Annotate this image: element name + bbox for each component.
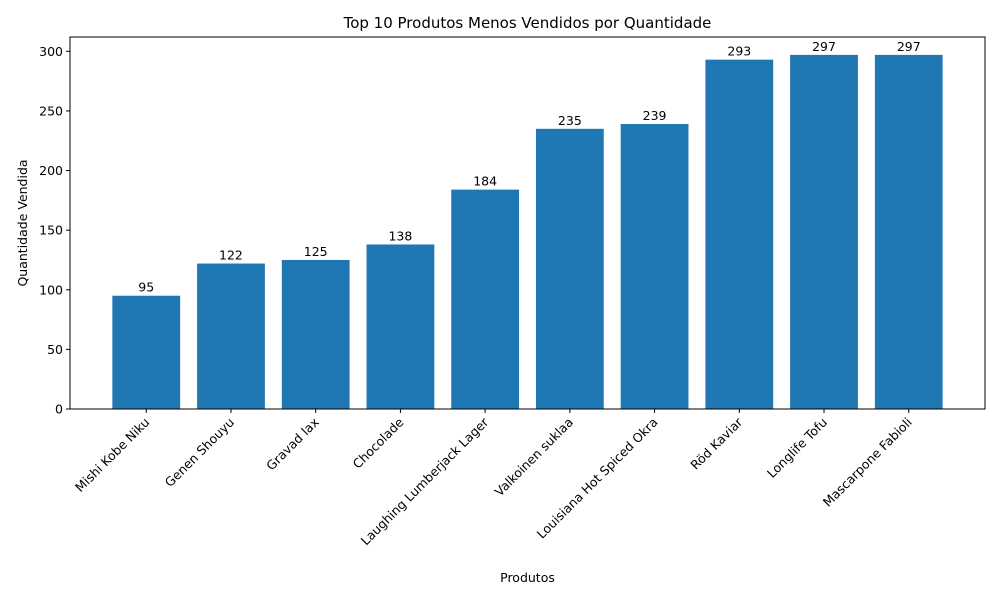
bar-1	[112, 295, 181, 409]
data-label-4: 138	[388, 228, 412, 243]
y-axis: 0 50 100 150 200 250 300	[39, 44, 70, 417]
bar-5	[451, 189, 520, 409]
bar-10	[874, 54, 943, 410]
plot-frame	[69, 36, 986, 410]
data-label-2: 122	[219, 248, 243, 263]
bar-9	[790, 54, 858, 410]
bars-group	[112, 54, 943, 410]
bar-3	[281, 259, 350, 409]
data-label-9: 297	[812, 39, 836, 54]
y-tick-label: 200	[39, 163, 63, 178]
data-label-7: 239	[643, 108, 667, 123]
y-tick-label: 100	[39, 282, 63, 297]
x-axis: Mishi Kobe Niku Genen Shouyu Gravad lax Cho…	[72, 409, 915, 548]
y-tick-label: 250	[39, 103, 63, 118]
x-tick-label: Mascarpone Fabioli	[820, 415, 915, 510]
y-tick-label: 150	[39, 223, 63, 238]
bar-2	[197, 263, 265, 409]
y-axis-title: Quantidade Vendida	[15, 159, 30, 286]
data-label-6: 235	[558, 113, 582, 128]
x-tick-label: Mishi Kobe Niku	[72, 415, 152, 495]
x-tick-label: Valkoinen suklaa	[491, 415, 576, 500]
data-label-10: 297	[897, 39, 921, 54]
bar-7	[620, 124, 689, 410]
x-tick-label: Röd Kaviar	[687, 414, 746, 473]
bar-6	[535, 128, 604, 410]
y-tick-label: 0	[55, 402, 63, 417]
x-tick-label: Longlife Tofu	[764, 415, 830, 481]
data-label-1: 95	[138, 280, 154, 295]
x-tick-label: Genen Shouyu	[162, 415, 237, 490]
y-tick-label: 300	[39, 44, 63, 59]
bar-4	[366, 244, 435, 409]
data-label-5: 184	[473, 174, 497, 189]
data-labels-group: 95 122 125 138 184 235 239 293 297 297	[138, 39, 920, 295]
chart-title: Top 10 Produtos Menos Vendidos por Quant…	[343, 14, 712, 32]
data-label-3: 125	[304, 244, 328, 259]
x-tick-label: Gravad lax	[263, 415, 322, 474]
x-axis-title: Produtos	[500, 570, 555, 585]
y-tick-label: 50	[47, 342, 63, 357]
x-tick-label: Chocolade	[350, 414, 407, 471]
data-label-8: 293	[727, 44, 751, 59]
bar-8	[705, 59, 774, 410]
